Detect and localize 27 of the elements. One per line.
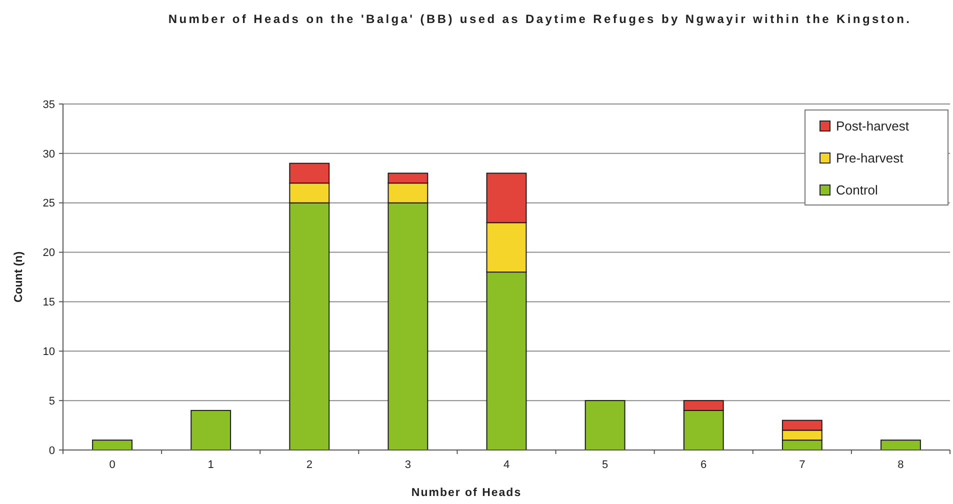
chart-title: Number of Heads on the 'Balga' (BB) used as Daytime Refuges by Ngwayir within the Kingston. (168, 12, 912, 26)
x-tick-label: 6 (700, 459, 707, 471)
y-tick-label: 35 (42, 98, 55, 111)
x-tick-label: 4 (503, 459, 510, 471)
x-tick-label: 7 (799, 459, 806, 471)
y-tick-label: 15 (42, 296, 55, 309)
bar (880, 440, 921, 450)
y-tick-label: 0 (48, 444, 55, 457)
x-tick-label: 3 (404, 459, 412, 471)
x-tick-label: 2 (306, 459, 312, 471)
y-tick-label: 30 (42, 148, 55, 160)
y-axis-title: Count (n) (13, 251, 25, 303)
x-axis-title: Number of Heads (411, 487, 522, 499)
y-tick-label: 20 (42, 247, 55, 260)
legend-label: Post-harvest (836, 118, 910, 134)
x-tick-label: 1 (208, 459, 214, 471)
bar (92, 440, 132, 450)
bar (584, 400, 626, 450)
legend-label: Pre-harvest (836, 150, 904, 166)
legend-label: Control (836, 182, 878, 198)
x-tick-label: 8 (898, 459, 904, 471)
bar (190, 410, 232, 450)
y-tick-label: 25 (42, 198, 55, 210)
x-tick-label: 0 (109, 459, 116, 471)
y-tick-label: 10 (42, 346, 55, 358)
y-tick-label: 5 (48, 395, 55, 408)
x-tick-label: 5 (602, 459, 608, 471)
